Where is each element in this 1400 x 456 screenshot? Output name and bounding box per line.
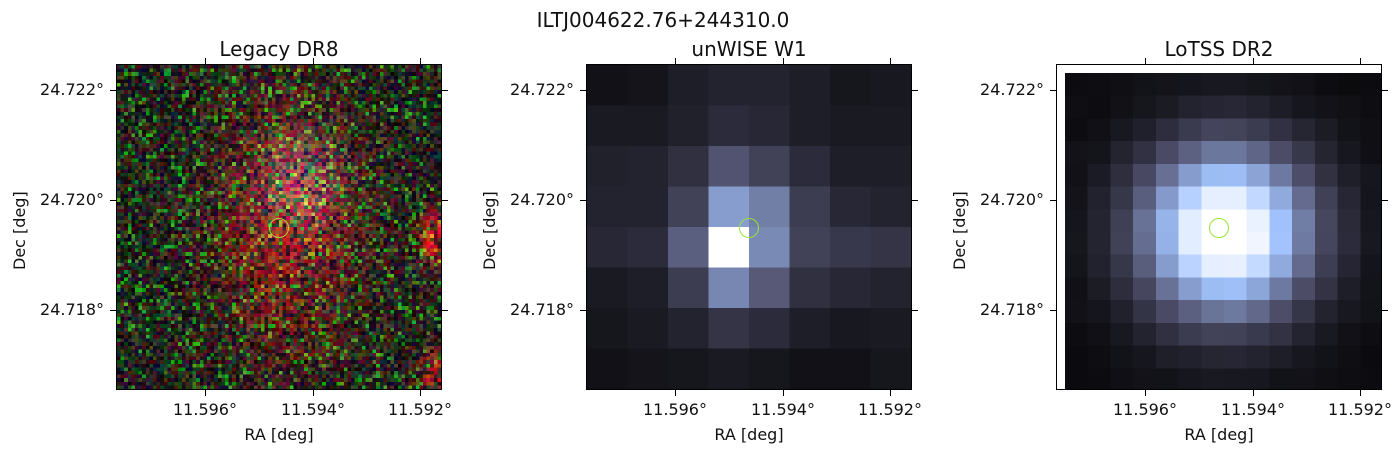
y-tick	[110, 200, 116, 202]
y-tick	[912, 90, 918, 92]
x-tick	[783, 58, 785, 64]
x-tick	[205, 390, 207, 396]
y-tick	[580, 90, 586, 92]
x-tick	[420, 58, 422, 64]
x-tick-label: 11.592°	[858, 400, 922, 419]
y-tick	[580, 200, 586, 202]
panel-title: Legacy DR8	[219, 37, 339, 61]
y-tick-label: 24.720°	[510, 190, 574, 209]
y-tick	[110, 90, 116, 92]
y-tick-label: 24.720°	[40, 190, 104, 209]
y-tick-label: 24.722°	[40, 80, 104, 99]
x-axis-label: RA [deg]	[1184, 425, 1254, 444]
y-tick	[110, 310, 116, 312]
x-tick	[1253, 58, 1255, 64]
x-tick	[783, 390, 785, 396]
x-tick	[313, 390, 315, 396]
image-unwise	[586, 64, 912, 390]
x-tick-label: 11.594°	[1221, 400, 1285, 419]
panel-title: LoTSS DR2	[1164, 37, 1274, 61]
y-tick	[1050, 310, 1056, 312]
x-tick-label: 11.596°	[643, 400, 707, 419]
y-tick-label: 24.718°	[510, 300, 574, 319]
x-tick	[675, 58, 677, 64]
x-tick	[1145, 390, 1147, 396]
x-tick-label: 11.592°	[388, 400, 452, 419]
panel-lotss: LoTSS DR2 Dec [deg] 24.722° 24.720° 24.7…	[940, 0, 1400, 456]
panel-title: unWISE W1	[691, 37, 807, 61]
panel-legacy: Legacy DR8 Dec [deg] 24.722° 24.720° 24.…	[0, 0, 460, 456]
source-marker	[739, 218, 759, 238]
panel-unwise: unWISE W1 Dec [deg] 24.722° 24.720° 24.7…	[470, 0, 930, 456]
y-tick	[1382, 200, 1388, 202]
y-tick	[1382, 90, 1388, 92]
y-tick	[442, 200, 448, 202]
y-tick	[580, 310, 586, 312]
x-tick	[675, 390, 677, 396]
y-tick	[1050, 200, 1056, 202]
x-tick	[1145, 58, 1147, 64]
y-tick-label: 24.722°	[510, 80, 574, 99]
y-tick	[912, 310, 918, 312]
x-tick	[890, 390, 892, 396]
y-tick-label: 24.720°	[980, 190, 1044, 209]
x-tick-label: 11.596°	[173, 400, 237, 419]
y-tick-label: 24.718°	[40, 300, 104, 319]
x-axis-label: RA [deg]	[244, 425, 314, 444]
y-tick	[1050, 90, 1056, 92]
source-marker	[269, 218, 289, 238]
x-tick	[205, 58, 207, 64]
y-tick-label: 24.718°	[980, 300, 1044, 319]
source-marker	[1209, 218, 1229, 238]
x-axis-label: RA [deg]	[714, 425, 784, 444]
y-tick	[442, 90, 448, 92]
x-tick	[1360, 390, 1362, 396]
y-tick	[912, 200, 918, 202]
x-tick	[420, 390, 422, 396]
x-tick	[1253, 390, 1255, 396]
image-legacy	[116, 64, 442, 390]
x-tick-label: 11.596°	[1113, 400, 1177, 419]
x-tick-label: 11.594°	[751, 400, 815, 419]
x-tick-label: 11.592°	[1328, 400, 1392, 419]
y-tick	[1382, 310, 1388, 312]
x-tick	[1360, 58, 1362, 64]
x-tick	[313, 58, 315, 64]
y-tick	[442, 310, 448, 312]
figure-title: ILTJ004622.76+244310.0	[536, 8, 790, 32]
image-lotss	[1056, 64, 1382, 390]
y-tick-label: 24.722°	[980, 80, 1044, 99]
x-tick-label: 11.594°	[281, 400, 345, 419]
x-tick	[890, 58, 892, 64]
